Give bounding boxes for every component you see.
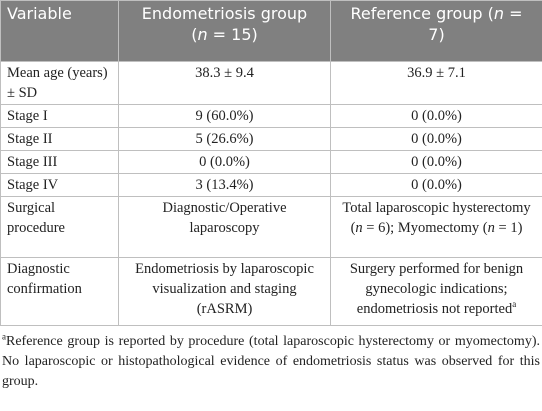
italic-text: n [355,220,363,236]
column-header: Endometriosis group (n = 15) [118,0,331,62]
text-run: Diagnostic confirmation [7,261,82,297]
italic-text: n [493,4,505,23]
italic-text: n [197,25,208,44]
row-label: Stage IV [0,173,119,197]
text-run: Stage I [7,108,48,124]
text-run: 0 (0.0%) [411,177,462,193]
row-label: Mean age (years) ± SD [0,61,119,105]
text-run: 38.3 ± 9.4 [195,65,254,81]
text-run: Surgical procedure [7,200,65,236]
text-run: 5 (26.6%) [195,131,254,147]
table-row: Mean age (years) ± SD 38.3 ± 9.4 36.9 ± 7.… [0,61,542,105]
text-run: Surgery performed for benign gynecologic… [349,261,524,317]
text-run: 0 (0.0%) [199,154,250,170]
text-run: Total laparoscopic hysterectomy ( [342,200,531,236]
row-label: Stage II [0,127,119,151]
footnote: aReference group is reported by procedur… [0,326,542,392]
text-run: 0 (0.0%) [411,154,462,170]
table-cell: Total laparoscopic hysterectomy (n = 6);… [330,196,542,258]
italic-text: n [487,220,495,236]
table-cell: 36.9 ± 7.1 [330,61,542,105]
table-cell: Surgery performed for benign gynecologic… [330,257,542,326]
table-row: Stage I 9 (60.0%) 0 (0.0%) [0,104,542,128]
table-cell: 0 (0.0%) [330,127,542,151]
text-run: Stage II [7,131,53,147]
text-run: Endometriosis by laparoscopic visualizat… [135,261,314,317]
column-header: Variable [0,0,119,62]
table-row: Surgical procedure Diagnostic/Operative l… [0,196,542,258]
table-row: Stage III 0 (0.0%) 0 (0.0%) [0,150,542,174]
text-run: Reference group is reported by procedure… [2,334,540,389]
table-cell: Endometriosis by laparoscopic visualizat… [118,257,331,326]
table-cell: 0 (0.0%) [330,104,542,128]
text-run: = 6); Myomectomy ( [362,220,488,236]
text-run: 3 (13.4%) [195,177,254,193]
column-header: Reference group (n = 7) [330,0,542,62]
text-run: 9 (60.0%) [195,108,254,124]
table-row: Stage IV 3 (13.4%) 0 (0.0%) [0,173,542,197]
text-run: 0 (0.0%) [411,108,462,124]
table-row: Stage II 5 (26.6%) 0 (0.0%) [0,127,542,151]
row-label: Surgical procedure [0,196,119,258]
text-run: Variable [7,4,72,23]
text-run: Diagnostic/Operative laparoscopy [162,200,287,236]
text-run: Stage IV [7,177,59,193]
text-run: Mean age (years) ± SD [7,65,108,101]
table-cell: 0 (0.0%) [118,150,331,174]
row-label: Stage I [0,104,119,128]
text-run: Endometriosis group ( [141,4,308,44]
table-cell: 0 (0.0%) [330,173,542,197]
text-run: Reference group ( [350,4,494,23]
table-cell: 38.3 ± 9.4 [118,61,331,105]
row-label: Stage III [0,150,119,174]
text-run: = 15) [207,25,258,44]
text-run: = 1) [494,220,523,236]
footnote-marker: a [2,331,6,342]
table-row: Diagnostic confirmation Endometriosis by … [0,257,542,326]
text-run: 0 (0.0%) [411,131,462,147]
table-cell: 3 (13.4%) [118,173,331,197]
row-label: Diagnostic confirmation [0,257,119,326]
text-run: = 7) [428,4,523,44]
footnote-marker: a [512,299,517,310]
table-body: Mean age (years) ± SD 38.3 ± 9.4 36.9 ± 7.… [0,61,542,326]
table-cell: Diagnostic/Operative laparoscopy [118,196,331,258]
text-run: 36.9 ± 7.1 [407,65,466,81]
text-run: Stage III [7,154,58,170]
table: Variable Endometriosis group (n = 15) Refe… [0,0,542,326]
table-cell: 5 (26.6%) [118,127,331,151]
table-cell: 0 (0.0%) [330,150,542,174]
header-row: Variable Endometriosis group (n = 15) Refe… [0,0,542,62]
table-cell: 9 (60.0%) [118,104,331,128]
